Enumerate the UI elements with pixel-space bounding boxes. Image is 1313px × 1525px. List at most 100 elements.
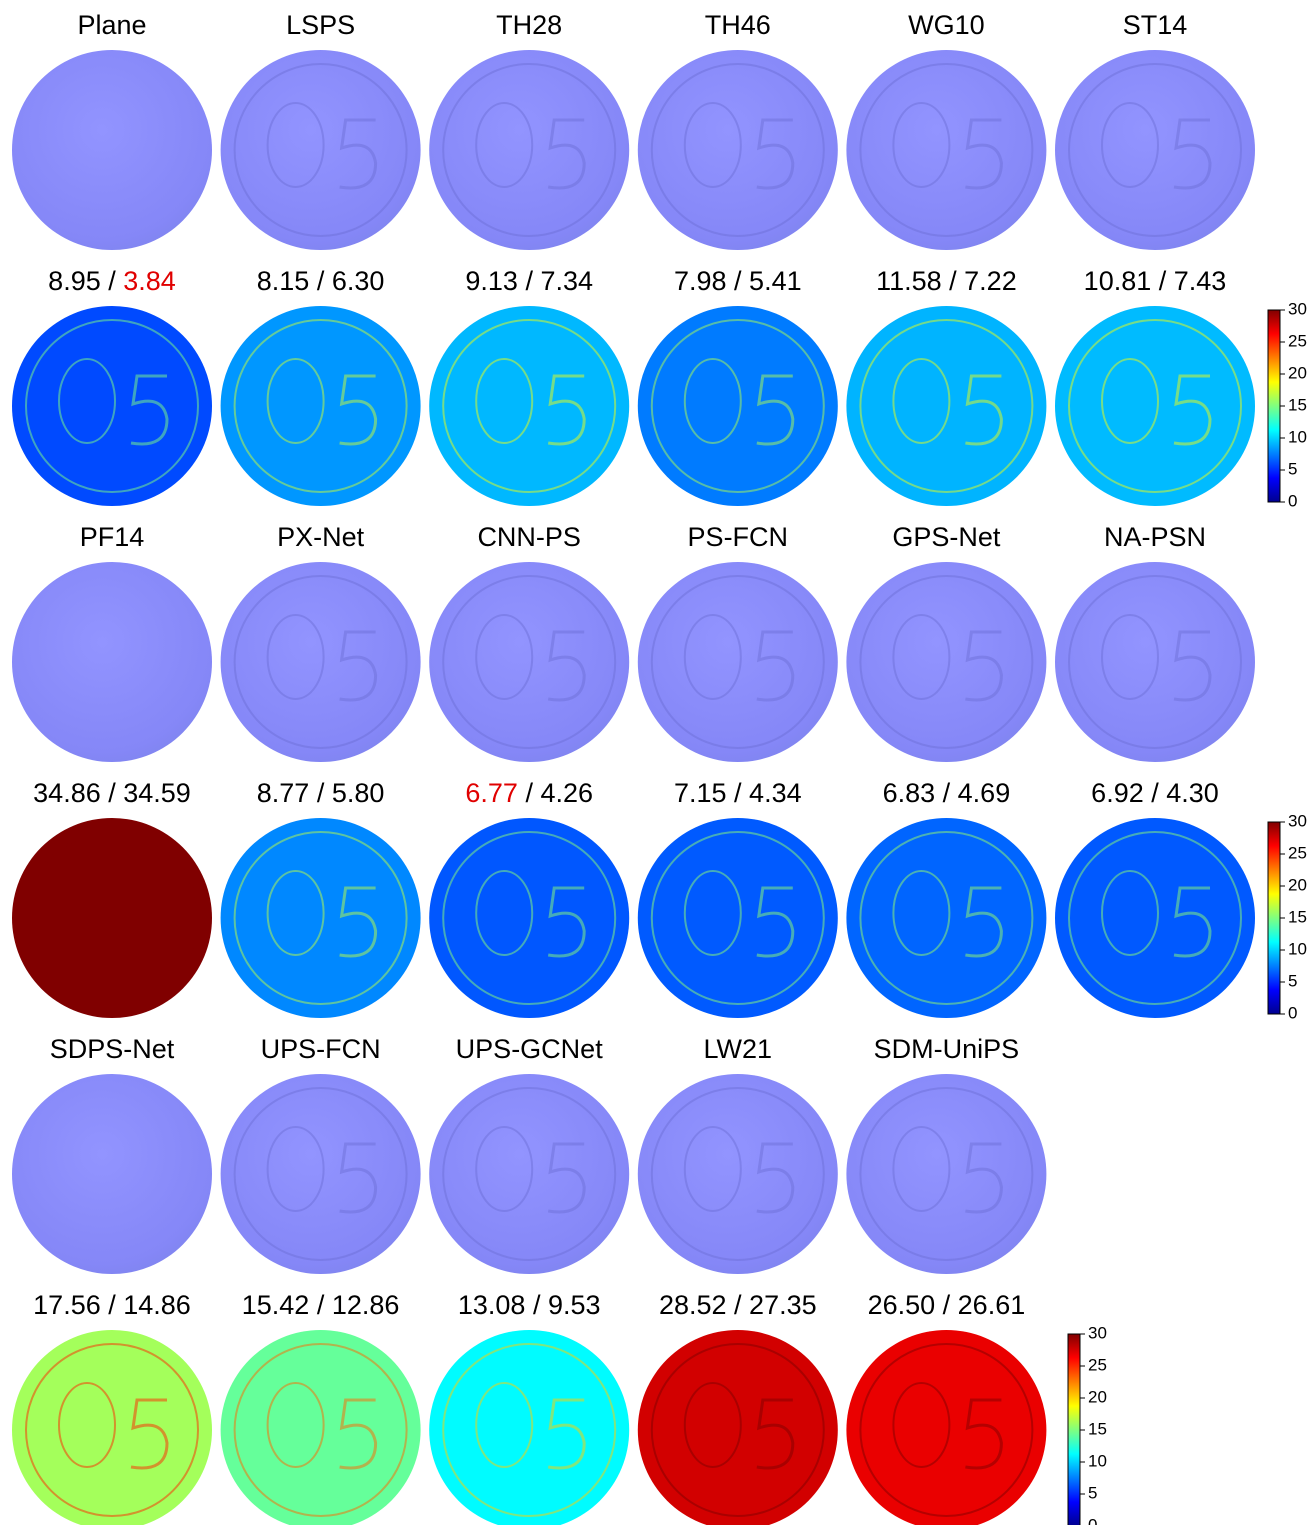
coin-bird	[683, 1126, 742, 1212]
coin-rim	[233, 319, 408, 493]
method-tile: PX-Net	[220, 522, 421, 762]
normal-map	[637, 50, 838, 250]
error-label: 7.98 / 5.41	[674, 266, 802, 296]
coin-bird	[1101, 102, 1159, 188]
method-tile: GPS-Net	[846, 522, 1047, 762]
separator: /	[309, 778, 332, 808]
colorbar-tick-label: 20	[1088, 1387, 1107, 1406]
mean-error: 7.15	[674, 778, 727, 808]
method-label: UPS-GCNet	[456, 1034, 604, 1064]
coin-bird	[266, 1382, 325, 1468]
method-label: TH28	[496, 10, 562, 40]
error-map	[220, 306, 421, 506]
colorbar-tick-label: 20	[1288, 875, 1307, 894]
mean-error: 6.92	[1091, 778, 1144, 808]
method-tile: UPS-FCN	[220, 1034, 421, 1274]
method-tile: NA-PSN	[1055, 522, 1255, 762]
coin-bird	[475, 1382, 534, 1468]
method-tile: TH28	[429, 10, 630, 250]
error-map	[1055, 306, 1255, 506]
coin-digit	[130, 1398, 169, 1470]
colorbar-gradient	[1067, 1333, 1081, 1525]
error-tile: 17.56 / 14.86	[12, 1290, 212, 1525]
method-label: LW21	[704, 1034, 773, 1064]
coin-digit	[965, 630, 1003, 702]
error-tile: 13.08 / 9.53	[429, 1290, 630, 1525]
coin-bird	[475, 102, 534, 188]
coin-rim	[859, 1087, 1034, 1261]
colorbar-tick-label: 20	[1288, 363, 1307, 382]
median-error: 7.34	[540, 266, 593, 296]
separator: /	[101, 1290, 124, 1320]
method-label: WG10	[908, 10, 985, 40]
mean-error: 28.52	[659, 1290, 727, 1320]
error-label: 13.08 / 9.53	[458, 1290, 601, 1320]
median-error: 4.69	[958, 778, 1011, 808]
colorbar-tick-label: 30	[1088, 1323, 1107, 1342]
median-error: 34.59	[123, 778, 191, 808]
colorbar-tick-label: 10	[1088, 1451, 1107, 1470]
mean-error: 6.83	[883, 778, 936, 808]
error-tile: 9.13 / 7.34	[429, 266, 630, 506]
coin-bird	[475, 870, 534, 956]
coin-digit	[339, 630, 378, 702]
mean-error: 34.86	[33, 778, 101, 808]
error-map	[220, 1330, 421, 1525]
mean-error: 13.08	[458, 1290, 526, 1320]
coin-rim	[650, 319, 825, 493]
coin-bird	[475, 1126, 534, 1212]
coin-rim	[442, 1087, 617, 1261]
colorbar-tick-label: 5	[1288, 459, 1297, 478]
coin-bird	[58, 358, 116, 444]
error-tile: 7.15 / 4.34	[637, 778, 838, 1018]
normal-map	[637, 562, 838, 762]
median-error: 3.84	[123, 266, 176, 296]
coin-rim	[859, 63, 1034, 237]
coin-bird	[892, 614, 951, 700]
error-tile: 34.86 / 34.59	[12, 778, 212, 1018]
coin-rim	[1068, 831, 1242, 1005]
error-tile: 28.52 / 27.35	[637, 1290, 838, 1525]
normal-map	[1055, 562, 1255, 762]
coin-digit	[547, 630, 586, 702]
normal-map	[220, 1074, 421, 1274]
mean-error: 11.58	[876, 266, 942, 296]
coin-rim	[442, 575, 617, 749]
normal-map	[637, 1074, 838, 1274]
method-label: PX-Net	[277, 522, 365, 552]
error-tile: 15.42 / 12.86	[220, 1290, 421, 1525]
coin-digit	[339, 1398, 378, 1470]
method-tile: PS-FCN	[637, 522, 838, 762]
method-label: PF14	[80, 522, 145, 552]
coin-bird	[58, 870, 116, 956]
separator: /	[942, 266, 965, 296]
error-map	[12, 306, 212, 506]
coin-bird	[892, 102, 951, 188]
coin-rim	[442, 63, 617, 237]
method-tile: UPS-GCNet	[429, 1034, 630, 1274]
colorbar-tick-label: 30	[1288, 811, 1307, 830]
median-error: 12.86	[332, 1290, 400, 1320]
separator: /	[309, 1290, 332, 1320]
error-map	[846, 1330, 1047, 1525]
normal-map	[1055, 50, 1255, 250]
colorbar-tick-label: 15	[1088, 1419, 1107, 1438]
error-map	[1055, 818, 1255, 1018]
error-map	[12, 1330, 212, 1525]
method-tile: LW21	[637, 1034, 838, 1274]
coin-rim	[650, 1343, 825, 1517]
error-map	[429, 1330, 630, 1525]
mean-error: 10.81	[1084, 266, 1152, 296]
error-map	[220, 818, 421, 1018]
coin-digit	[130, 886, 169, 958]
coin-digit	[339, 1142, 378, 1214]
error-tile: 6.92 / 4.30	[1055, 778, 1255, 1018]
coin-bird	[683, 870, 742, 956]
coin-digit	[756, 374, 795, 446]
coin-bird	[266, 614, 325, 700]
coin-digit	[547, 118, 586, 190]
coin-rim	[859, 319, 1034, 493]
coin-digit	[965, 1398, 1003, 1470]
method-label: UPS-FCN	[261, 1034, 381, 1064]
